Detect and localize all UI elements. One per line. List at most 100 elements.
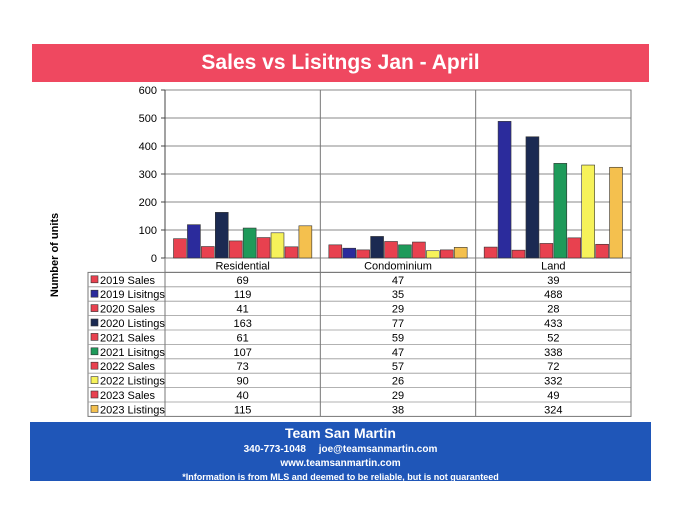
legend-swatch [90, 333, 99, 341]
data-label: 35 [392, 289, 404, 301]
legend-entry: 2020 Listings [100, 318, 165, 330]
bar [497, 121, 512, 259]
legend-entry: 2021 Sales [100, 332, 156, 344]
bar [215, 212, 229, 259]
data-label: 73 [237, 361, 249, 373]
legend-entry: 2023 Sales [100, 390, 156, 402]
x-tick-label: Land [541, 260, 565, 272]
y-tick-label: 0 [151, 253, 157, 265]
bar [609, 166, 623, 259]
legend-entry: 2020 Sales [100, 304, 156, 316]
chart-title: Sales vs Lisitngs Jan - April [201, 51, 480, 74]
contact-line: 340-773-1048 joe@teamsanmartin.com [30, 444, 651, 455]
bar [539, 243, 554, 259]
data-label: 163 [233, 318, 251, 330]
data-label: 59 [392, 332, 404, 344]
bar [525, 136, 540, 259]
data-label: 332 [544, 376, 562, 388]
bar [173, 238, 187, 259]
data-label: 49 [547, 390, 559, 402]
data-label: 488 [544, 289, 562, 301]
phone-number: 340-773-1048 [243, 444, 306, 455]
bar [384, 241, 398, 259]
legend-entry: 2019 Sales [100, 275, 156, 287]
bar [187, 224, 201, 259]
legend-swatch [90, 376, 99, 384]
bar [328, 244, 343, 259]
chart-title-banner: Sales vs Lisitngs Jan - April [32, 44, 649, 82]
y-tick-label: 100 [139, 225, 157, 237]
data-label: 90 [237, 376, 249, 388]
website-link[interactable]: www.teamsanmartin.com [280, 458, 401, 469]
email-address[interactable]: joe@teamsanmartin.com [318, 444, 438, 455]
bar [356, 249, 370, 259]
data-label: 72 [547, 361, 559, 373]
bar [242, 227, 257, 259]
data-label: 47 [392, 347, 404, 359]
data-label: 52 [547, 332, 559, 344]
bar [284, 246, 299, 259]
data-label: 41 [237, 304, 249, 316]
data-label: 57 [392, 361, 404, 373]
bar [483, 246, 498, 259]
bar [342, 247, 356, 259]
data-label: 433 [544, 318, 562, 330]
bar [553, 163, 568, 259]
x-tick-label: Residential [215, 260, 269, 272]
y-tick-label: 300 [139, 169, 157, 181]
legend-swatch [90, 361, 99, 370]
x-tick-label: Condominium [364, 260, 432, 272]
y-tick-label: 600 [139, 85, 157, 97]
data-label: 324 [544, 404, 562, 416]
legend-entry: 2022 Sales [100, 361, 156, 373]
bar [412, 241, 426, 259]
bar [256, 237, 271, 259]
legend-swatch [90, 289, 99, 298]
data-label: 119 [234, 289, 252, 301]
bar [511, 249, 526, 259]
data-label: 47 [392, 275, 404, 287]
data-label: 28 [547, 304, 559, 316]
bar [595, 243, 609, 259]
data-label: 69 [237, 275, 249, 287]
bar [398, 244, 412, 259]
legend-entry: 2019 Lisitngs [100, 289, 165, 301]
bar [201, 246, 215, 259]
y-axis-label: Number of units [49, 213, 61, 297]
bar [426, 250, 440, 259]
legend-entry: 2022 Listings [100, 376, 165, 388]
legend-entry: 2023 Listings [100, 404, 165, 416]
data-label: 77 [392, 318, 404, 330]
y-tick-label: 400 [139, 141, 157, 153]
data-label: 40 [237, 390, 249, 402]
legend-swatch [90, 390, 99, 399]
bar [581, 164, 595, 259]
org-name: Team San Martin [285, 425, 396, 441]
legend-swatch [90, 318, 99, 327]
y-tick-label: 200 [139, 197, 157, 209]
legend-swatch [90, 275, 99, 284]
data-label: 29 [392, 304, 404, 316]
data-label: 338 [544, 347, 562, 359]
bar [567, 237, 581, 259]
disclaimer-text: *Information is from MLS and deemed to b… [182, 472, 499, 482]
data-label: 29 [392, 390, 404, 402]
bar [439, 249, 454, 259]
data-label: 38 [392, 404, 404, 416]
data-label: 115 [234, 404, 252, 416]
bar [270, 232, 285, 259]
data-label: 39 [547, 275, 559, 287]
data-label: 61 [237, 332, 249, 344]
legend-swatch [90, 405, 99, 413]
legend-swatch [90, 347, 99, 356]
y-tick-label: 500 [139, 113, 157, 125]
legend-entry: 2021 Lisitngs [100, 347, 165, 359]
bar [453, 247, 468, 259]
footer-banner: Team San Martin 340-773-1048 joe@teamsan… [30, 422, 651, 482]
legend-swatch [90, 304, 99, 312]
bar [298, 225, 313, 259]
bar [370, 236, 384, 259]
data-label: 107 [233, 347, 251, 359]
bar [228, 240, 243, 259]
